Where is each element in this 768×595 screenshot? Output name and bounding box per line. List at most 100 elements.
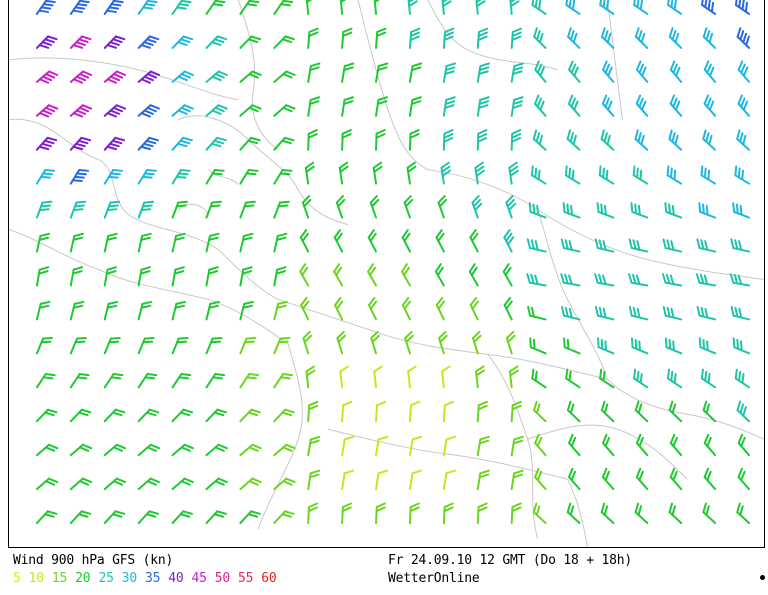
wind-barb [408, 400, 421, 423]
wind-barb [69, 372, 90, 389]
wind-barb [599, 0, 615, 15]
wind-barb [304, 161, 315, 185]
brand-label: WetterOnline [388, 571, 480, 586]
wind-barb [137, 372, 158, 389]
wind-barb [239, 232, 254, 253]
border-line [527, 424, 688, 480]
wind-barb [273, 200, 290, 219]
wind-barb [171, 136, 193, 151]
wind-barb [530, 165, 547, 185]
wind-barb [734, 0, 751, 15]
wind-barb [341, 62, 355, 83]
wind-barb [476, 129, 488, 151]
wind-barb [103, 443, 127, 457]
wind-barb [239, 477, 262, 491]
wind-barb [103, 510, 126, 525]
wind-barb [338, 161, 349, 185]
wind-barb [205, 266, 219, 287]
legend-item-55: 55 [238, 571, 254, 586]
wind-barb [700, 165, 717, 185]
wind-barb [698, 202, 717, 219]
border-line [237, 0, 279, 151]
wind-barb [341, 96, 355, 117]
wind-barb [668, 400, 683, 423]
wind-barb [736, 400, 751, 423]
wind-barb [438, 330, 448, 355]
wind-barb [171, 336, 189, 355]
wind-barb [35, 443, 59, 457]
wind-barb [171, 232, 186, 253]
wind-barb [307, 129, 318, 151]
wind-barb [341, 435, 355, 457]
wind-barb [437, 195, 448, 219]
wind-barb [69, 477, 93, 491]
wind-barb [602, 60, 615, 83]
wind-barb [339, 0, 350, 15]
wind-barb [307, 96, 321, 117]
wind-barb [103, 232, 118, 253]
wind-barb [171, 510, 193, 525]
wind-barb [300, 296, 310, 321]
wind-barb [333, 263, 344, 287]
wind-barb [103, 336, 121, 355]
wind-barb [703, 60, 717, 83]
wind-barb [171, 200, 189, 219]
legend-item-10: 10 [28, 571, 44, 586]
wind-barb [137, 266, 151, 287]
wind-barb [35, 70, 59, 84]
wind-barb [600, 400, 615, 423]
wind-barb [305, 365, 316, 389]
wind-barb [205, 300, 220, 321]
wind-barb [239, 266, 253, 287]
wind-barb [307, 400, 319, 423]
wind-barb [35, 477, 59, 491]
wind-barb [510, 502, 522, 525]
wind-barb [35, 104, 59, 118]
wind-barb [600, 129, 615, 151]
wind-barb [696, 238, 717, 253]
wind-barb [372, 161, 383, 185]
wind-barb [375, 400, 387, 423]
wind-barb [476, 96, 490, 117]
wind-barb [205, 169, 225, 185]
wind-barb [137, 0, 158, 15]
wind-barb [373, 0, 384, 15]
wind-barb [103, 372, 124, 389]
wind-barb [205, 443, 228, 457]
wind-barb [375, 27, 387, 49]
wind-barb [273, 372, 293, 389]
wind-barb [703, 467, 717, 491]
wind-barb [239, 0, 260, 15]
wind-barb [564, 165, 581, 185]
wind-barb [560, 273, 581, 287]
wind-barb [600, 502, 615, 525]
wind-barb [171, 300, 187, 321]
wind-barb [137, 443, 160, 457]
wind-barb [568, 433, 581, 457]
wind-barb [526, 238, 547, 253]
wind-barb [560, 238, 581, 253]
wind-barb [532, 502, 547, 525]
wind-barb [476, 400, 488, 423]
wind-barb [69, 35, 92, 49]
wind-barb [533, 27, 547, 49]
wind-barb [35, 232, 51, 253]
wind-barb [471, 195, 483, 219]
wind-barb [137, 35, 160, 49]
corner-dot [760, 575, 765, 580]
wind-barb [509, 0, 520, 15]
wind-barb [103, 477, 127, 491]
wind-barb [734, 165, 751, 185]
wind-barb [273, 35, 295, 49]
legend-item-15: 15 [51, 571, 68, 586]
wind-barb [700, 368, 717, 389]
border-line [178, 115, 349, 226]
wind-barb [434, 263, 445, 287]
wind-barb [508, 365, 519, 389]
wind-barb [737, 94, 751, 117]
wind-barb [737, 433, 751, 457]
legend-item-35: 35 [144, 571, 161, 586]
wind-barb [442, 96, 456, 117]
wind-barb [510, 129, 522, 151]
wind-barb [103, 408, 126, 423]
